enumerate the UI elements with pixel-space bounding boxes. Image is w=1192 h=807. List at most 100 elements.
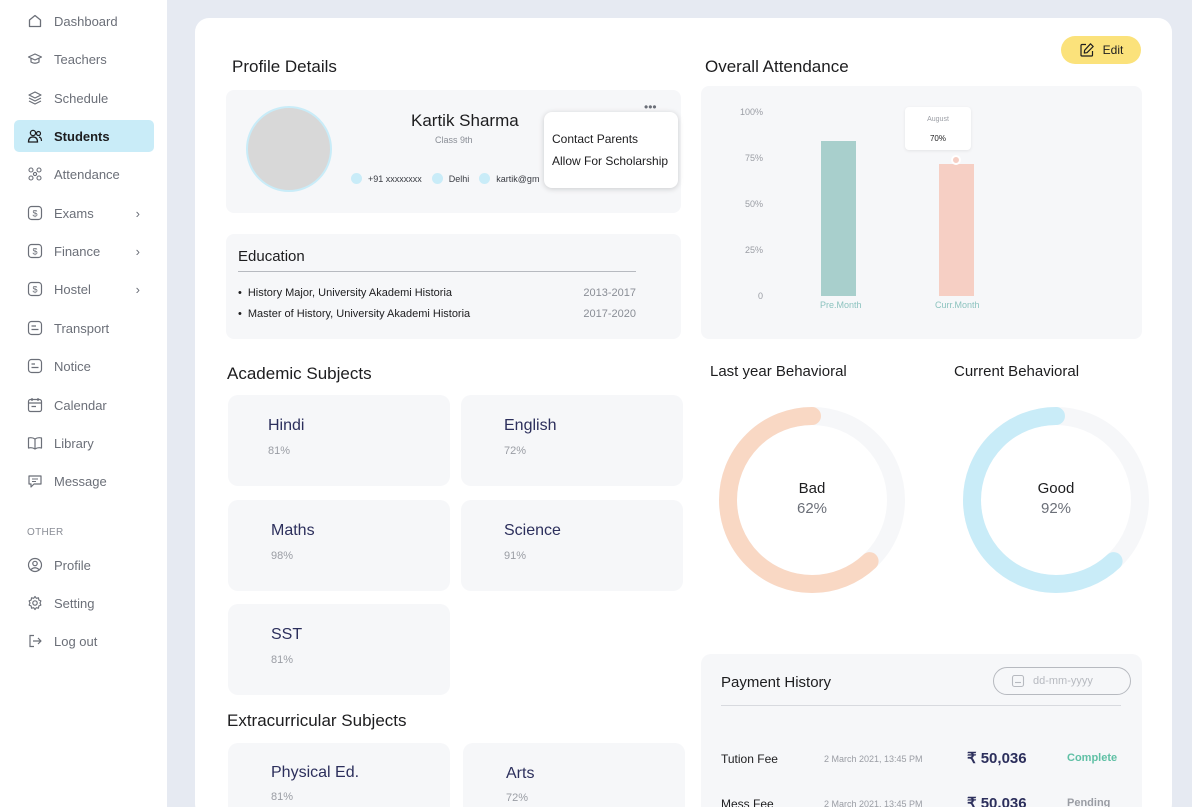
sidebar-item-label: Message xyxy=(54,473,107,489)
subject-card-maths[interactable]: Maths 98% xyxy=(228,500,450,591)
sidebar-item-finance[interactable]: $ Finance › xyxy=(14,235,154,267)
avatar xyxy=(246,106,332,192)
sidebar-item-profile[interactable]: Profile xyxy=(14,549,154,581)
payment-amount: ₹ 50,036 xyxy=(967,750,1027,767)
graduation-cap-icon xyxy=(27,51,43,67)
dollar-icon: $ xyxy=(27,243,43,259)
subject-card-science[interactable]: Science 91% xyxy=(461,500,683,591)
chevron-right-icon: › xyxy=(135,281,140,297)
dollar-icon: $ xyxy=(27,205,43,221)
payment-amount: ₹ 50,036 xyxy=(967,795,1027,807)
sidebar-item-students[interactable]: Students xyxy=(14,120,154,152)
behavior-label: Good xyxy=(1037,480,1075,497)
sidebar-item-label: Exams xyxy=(54,205,94,221)
sidebar-item-label: Finance xyxy=(54,243,101,259)
sidebar-item-setting[interactable]: Setting xyxy=(14,587,154,619)
x-tick-label: Pre.Month xyxy=(820,300,862,310)
sidebar-item-teachers[interactable]: Teachers xyxy=(14,43,154,75)
email-icon xyxy=(479,173,491,184)
y-tick-label: 75% xyxy=(744,153,763,163)
payment-status: Pending xyxy=(1067,797,1111,807)
payment-name: Mess Fee xyxy=(721,797,774,807)
current-donut xyxy=(963,407,1149,593)
date-filter-input[interactable]: dd-mm-yyyy xyxy=(993,667,1131,695)
sidebar: Dashboard Teachers Schedule Students Att… xyxy=(0,0,167,807)
gear-icon xyxy=(27,595,43,611)
sidebar-item-logout[interactable]: Log out xyxy=(14,625,154,657)
dollar-icon: $ xyxy=(27,281,43,297)
sidebar-item-label: Transport xyxy=(54,320,110,336)
y-tick-label: 100% xyxy=(739,107,763,117)
profile-card: Kartik Sharma Class 9th +91 xxxxxxxx Del… xyxy=(226,90,681,213)
behavior-label: Bad xyxy=(798,480,826,497)
bar-pre-month[interactable] xyxy=(821,141,856,296)
sidebar-item-hostel[interactable]: $ Hostel › xyxy=(14,273,154,305)
subject-card-hindi[interactable]: Hindi 81% xyxy=(228,395,450,486)
bar-curr-month[interactable] xyxy=(939,163,974,296)
sidebar-item-label: Notice xyxy=(54,358,91,374)
student-location: Delhi xyxy=(448,173,470,184)
attendance-section-title: Overall Attendance xyxy=(705,57,849,76)
sidebar-item-notice[interactable]: Notice xyxy=(14,350,154,382)
other-section-label: OTHER xyxy=(27,527,64,538)
subject-name: Hindi xyxy=(268,417,305,434)
menu-item-contact-parents[interactable]: Contact Parents xyxy=(552,132,639,146)
calendar-icon xyxy=(27,397,43,413)
behavior-percent: 92% xyxy=(1040,500,1072,517)
sidebar-item-label: Hostel xyxy=(54,281,91,297)
chevron-right-icon: › xyxy=(135,205,140,221)
donut-arc xyxy=(719,407,905,593)
menu-item-allow-scholarship[interactable]: Allow For Scholarship xyxy=(552,154,669,168)
student-email: kartik@gm xyxy=(496,173,540,184)
sidebar-item-transport[interactable]: Transport xyxy=(14,312,154,344)
payment-history-card: Payment History dd-mm-yyyy Tution Fee 2 … xyxy=(701,654,1142,807)
subject-name: Maths xyxy=(271,522,315,539)
subject-name: Arts xyxy=(506,765,535,782)
sidebar-item-message[interactable]: Message xyxy=(14,465,154,497)
sidebar-item-calendar[interactable]: Calendar xyxy=(14,389,154,421)
last-year-behavior-title: Last year Behavioral xyxy=(710,363,847,380)
subject-name: Science xyxy=(504,522,561,539)
y-tick-label: 0 xyxy=(757,291,763,301)
payment-date: 2 March 2021, 13:45 PM xyxy=(824,799,923,807)
users-icon xyxy=(27,128,43,144)
sidebar-item-exams[interactable]: $ Exams › xyxy=(14,197,154,229)
subject-percent: 81% xyxy=(268,445,291,457)
payment-history-title: Payment History xyxy=(721,674,832,691)
phone-icon xyxy=(351,173,362,184)
edit-button[interactable]: Edit xyxy=(1061,36,1141,64)
svg-text:$: $ xyxy=(32,209,37,219)
subject-percent: 72% xyxy=(506,792,529,804)
sidebar-item-label: Teachers xyxy=(54,51,107,67)
behavior-percent: 62% xyxy=(796,500,828,517)
payment-row[interactable]: Tution Fee 2 March 2021, 13:45 PM ₹ 50,0… xyxy=(701,748,1142,772)
chevron-right-icon: › xyxy=(135,243,140,259)
subject-card-english[interactable]: English 72% xyxy=(461,395,683,486)
subject-card-sst[interactable]: SST 81% xyxy=(228,604,450,695)
tooltip-month: August xyxy=(927,116,949,123)
divider xyxy=(238,271,636,272)
chart-marker xyxy=(951,155,961,165)
last-year-donut-label: Bad 62% xyxy=(715,480,909,517)
education-years: 2013-2017 xyxy=(583,287,636,299)
more-options-icon[interactable]: ••• xyxy=(644,100,657,114)
sidebar-item-attendance[interactable]: Attendance xyxy=(14,158,154,190)
current-behavior-title: Current Behavioral xyxy=(954,363,1080,380)
svg-text:$: $ xyxy=(32,285,37,295)
subject-card-arts[interactable]: Arts 72% xyxy=(463,743,685,807)
sidebar-item-label: Library xyxy=(54,435,94,451)
subject-percent: 98% xyxy=(271,550,294,562)
logout-icon xyxy=(27,633,43,649)
sidebar-item-library[interactable]: Library xyxy=(14,427,154,459)
sidebar-item-dashboard[interactable]: Dashboard xyxy=(14,5,154,37)
education-years: 2017-2020 xyxy=(583,308,636,320)
payment-row[interactable]: Mess Fee 2 March 2021, 13:45 PM ₹ 50,036… xyxy=(701,793,1142,807)
student-phone: +91 xxxxxxxx xyxy=(368,173,422,184)
subject-name: English xyxy=(504,417,557,434)
calendar-icon xyxy=(1011,674,1025,688)
sidebar-item-schedule[interactable]: Schedule xyxy=(14,82,154,114)
home-icon xyxy=(27,13,43,29)
options-popup: Contact Parents Allow For Scholarship xyxy=(544,112,678,188)
payment-name: Tution Fee xyxy=(721,752,778,766)
subject-card-physical-ed[interactable]: Physical Ed. 81% xyxy=(228,743,450,807)
